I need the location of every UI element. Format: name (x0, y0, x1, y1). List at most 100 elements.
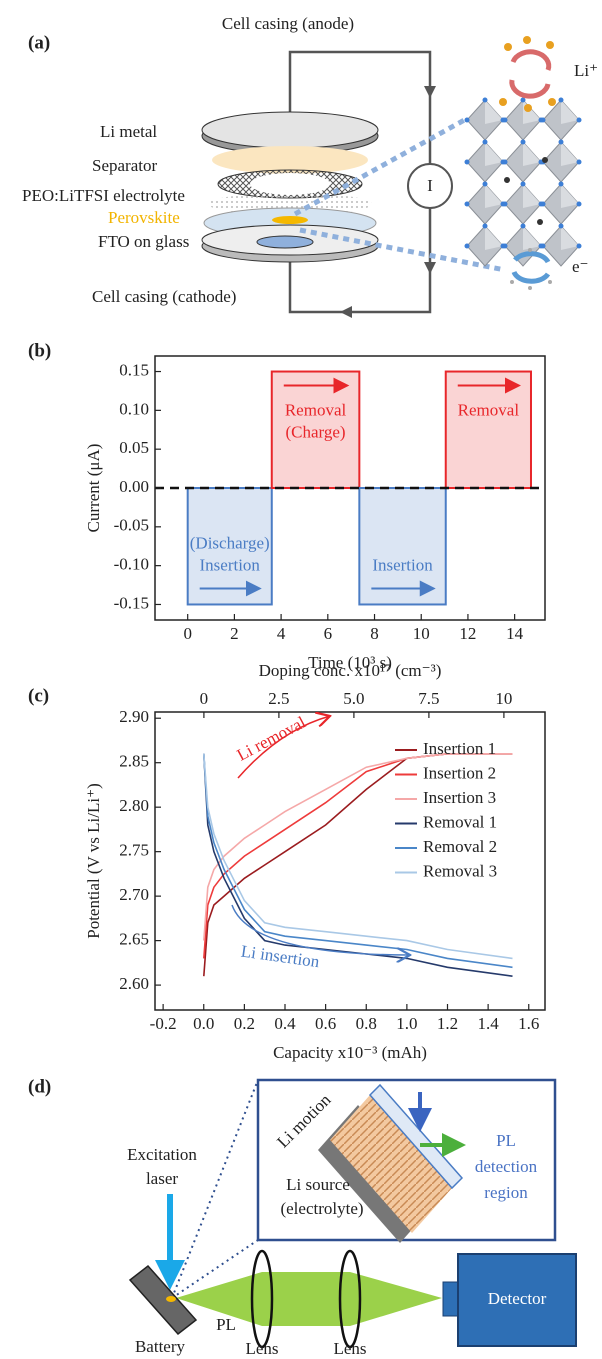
x-tick-label: 8 (370, 624, 379, 643)
top-slab (368, 1083, 464, 1190)
y-axis-title: Current (μA) (84, 444, 103, 533)
box-label: Insertion (200, 555, 261, 574)
x-tick-label: 12 (459, 624, 476, 643)
octahedron (540, 97, 582, 141)
zoom-line (293, 115, 506, 273)
charts: (Discharge) Insertion Removal (Charge) Inser… (28, 340, 546, 1062)
shape (504, 177, 510, 183)
y-tick-label: 0.05 (119, 438, 149, 457)
ion-label: Li⁺ (574, 61, 598, 80)
y-tick-label: 2.90 (119, 707, 149, 726)
lens-label: Lens (245, 1339, 278, 1358)
series-line (203, 753, 513, 960)
x2-tick-label: 2.5 (268, 689, 289, 708)
laser-label: Excitation (127, 1145, 197, 1164)
y-tick-label: 2.70 (119, 885, 149, 904)
x2-tick-label: 0 (200, 689, 209, 708)
x-tick-label: 1.0 (396, 1014, 417, 1033)
shape (542, 157, 548, 163)
ammeter (407, 163, 453, 209)
x-tick-label: 0 (183, 624, 192, 643)
y-tick-label: -0.05 (114, 516, 149, 535)
y-tick-label: 2.80 (119, 796, 149, 815)
electron-label: e⁻ (572, 257, 589, 276)
x2-tick-label: 7.5 (418, 689, 439, 708)
region-label: region (484, 1183, 528, 1202)
box-label: Removal (458, 400, 520, 419)
octahedron (502, 97, 544, 141)
plot-frame (154, 711, 546, 1011)
fto-spot (256, 235, 314, 249)
shape (513, 251, 551, 264)
layer-label: PEO:LiTFSI electrolyte (22, 186, 185, 205)
separator-hole (250, 173, 330, 195)
octahedron (464, 223, 506, 267)
step-box (358, 487, 447, 606)
y-tick-label: 2.65 (119, 930, 149, 949)
layer-label: Separator (92, 156, 157, 175)
box-label: (Discharge) (190, 533, 270, 552)
casing-top (201, 111, 379, 149)
shape (528, 248, 532, 252)
y-tick-label: -0.15 (114, 593, 149, 612)
octahedron (502, 139, 544, 183)
x2-tick-label: 5.0 (343, 689, 364, 708)
anode-label: Cell casing (anode) (222, 14, 354, 33)
y-tick-label: -0.10 (114, 555, 149, 574)
ammeter-label: I (427, 176, 433, 195)
x-axis-title: Capacity x10⁻³ (mAh) (273, 1043, 427, 1062)
lens-label: Lens (333, 1339, 366, 1358)
electron-cycle (510, 248, 552, 290)
x-tick-label: 1.6 (518, 1014, 539, 1033)
x-tick-label: 6 (324, 624, 333, 643)
li-source-label: (electrolyte) (280, 1199, 363, 1218)
y-tick-label: 2.85 (119, 752, 149, 771)
shape (511, 270, 551, 284)
annotation: Li removal (234, 712, 309, 764)
ion-cycle (499, 36, 556, 112)
shape (509, 79, 551, 99)
annotation-arrow (231, 904, 410, 955)
x-tick-label: 0.0 (193, 1014, 214, 1033)
layer-label: Li metal (100, 122, 157, 141)
shape (546, 41, 554, 49)
crystal (464, 97, 582, 267)
y-axis-title: Potential (V vs Li/Li⁺) (84, 783, 103, 939)
x-tick-label: 4 (277, 624, 286, 643)
x2-tick-label: 10 (495, 689, 512, 708)
circuit-wire (288, 50, 432, 314)
shape (537, 219, 543, 225)
box-label: Insertion (372, 555, 433, 574)
octahedron (464, 97, 506, 141)
lens (338, 1249, 362, 1349)
laser-label: laser (146, 1169, 178, 1188)
lens (250, 1249, 274, 1349)
current-arrow (424, 86, 436, 98)
y-tick-label: 0.15 (119, 360, 149, 379)
shape (523, 36, 531, 44)
li-metal-disc (212, 146, 368, 174)
zoom-line (171, 1079, 259, 1299)
step-box (444, 370, 532, 490)
y-tick-label: 0.10 (119, 399, 149, 418)
octahedron (464, 139, 506, 183)
x-tick-label: 14 (506, 624, 524, 643)
panel-label: (a) (28, 32, 50, 53)
x-axis-title: Time (10³ s) (308, 653, 392, 672)
x-tick-label: -0.2 (150, 1014, 177, 1033)
current-arrow (424, 262, 436, 274)
detector-label: Detector (488, 1289, 547, 1308)
shape (548, 98, 556, 106)
annotation-arrow (237, 716, 330, 779)
li-source-label: Li source (286, 1175, 350, 1194)
legend-label: Removal 1 (423, 812, 497, 831)
shape (548, 280, 552, 284)
detector (457, 1253, 577, 1347)
octahedron (464, 181, 506, 225)
x-tick-label: 10 (413, 624, 430, 643)
x-tick-label: 2 (230, 624, 239, 643)
x-tick-label: 1.2 (437, 1014, 458, 1033)
panel-label: (d) (28, 1076, 51, 1097)
box-label: Removal (285, 400, 347, 419)
shape (510, 280, 514, 284)
